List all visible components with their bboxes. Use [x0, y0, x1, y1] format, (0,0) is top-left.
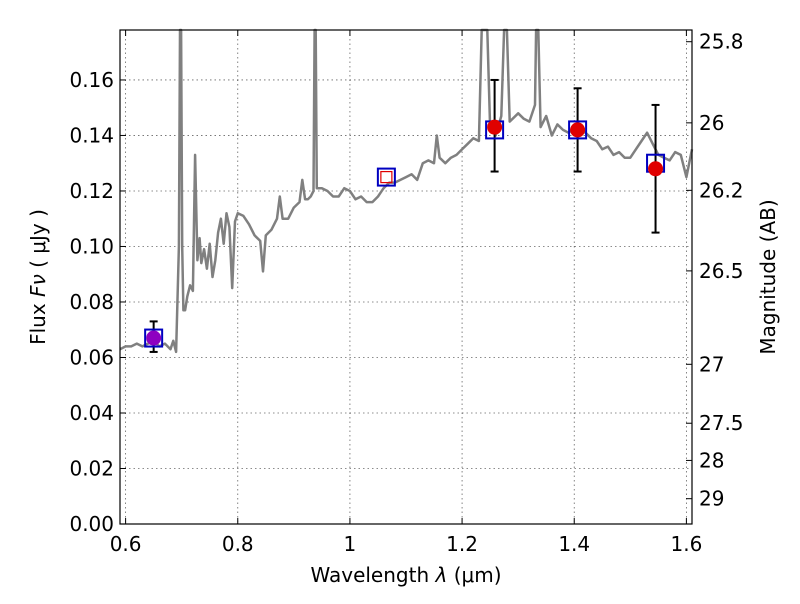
magnitude-tick-label: 29 [699, 487, 724, 511]
x-axis-label: Wavelength λ (μm) [310, 563, 501, 587]
y-axis-label: Flux Fν ( μJy ) [26, 209, 50, 345]
magnitude-tick-label: 26.2 [699, 178, 744, 202]
model-flux-box [376, 167, 396, 187]
x-tick-label: 0.6 [110, 532, 142, 556]
photometry-series [144, 78, 666, 353]
magnitude-axis-label: Magnitude (AB) [756, 199, 780, 354]
y-tick-label: 0.10 [69, 234, 114, 258]
x-tick-label: 0.8 [222, 532, 254, 556]
model-flux-box [144, 328, 164, 348]
observed-flux-point [570, 122, 586, 138]
magnitude-tick-label: 28 [699, 448, 724, 472]
observed-flux-point [146, 330, 162, 346]
y-tick-label: 0.00 [69, 512, 114, 536]
observed-flux-point [487, 119, 503, 135]
plot-frame [119, 29, 693, 525]
magnitude-tick-label: 27 [699, 352, 724, 376]
y-tick-label: 0.02 [69, 456, 114, 480]
y-axis: 0.00 0.02 0.04 0.06 0.08 0.10 0.12 0.14 0.16 [69, 68, 126, 536]
y-tick-label: 0.06 [69, 345, 114, 369]
magnitude-axis: 25.8 26 26.2 26.5 27 27.5 28 29 [686, 30, 744, 511]
x-tick-label: 1 [344, 532, 357, 556]
grid [120, 30, 692, 525]
x-axis: 0.6 0.8 1 1.2 1.4 1.6 [110, 30, 702, 556]
y-tick-label: 0.12 [69, 179, 114, 203]
x-tick-label: 1.4 [558, 532, 590, 556]
model-flux-box [568, 120, 588, 140]
x-tick-label: 1.2 [446, 532, 478, 556]
observed-flux-point [648, 161, 664, 177]
model-flux-inner-box [380, 170, 393, 184]
x-tick-label: 1.6 [670, 532, 702, 556]
y-tick-label: 0.16 [69, 68, 114, 92]
y-tick-label: 0.08 [69, 290, 114, 314]
magnitude-tick-label: 26 [699, 111, 724, 135]
magnitude-tick-label: 25.8 [699, 30, 744, 54]
magnitude-tick-label: 26.5 [699, 259, 744, 283]
y-tick-label: 0.04 [69, 401, 114, 425]
y-tick-label: 0.14 [69, 123, 114, 147]
magnitude-tick-label: 27.5 [699, 411, 744, 435]
